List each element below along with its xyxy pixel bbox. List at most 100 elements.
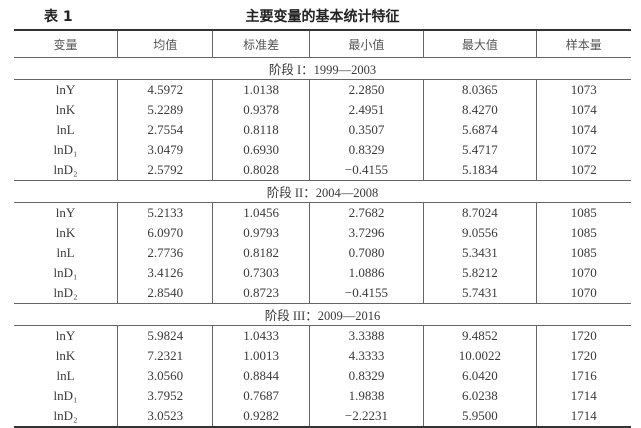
table-row: lnD₁ 3.0479 0.6930 0.8329 5.4717 1072	[14, 140, 631, 160]
value-cell: 1085	[535, 202, 631, 223]
value-cell: 2.4951	[308, 100, 424, 120]
value-cell: 1720	[535, 325, 631, 346]
value-cell: 1072	[535, 140, 631, 160]
table-label: 表 1	[44, 9, 73, 25]
value-cell: 5.4717	[423, 140, 537, 160]
table-row: lnK 7.2321 1.0013 4.3333 10.0022 1720	[14, 346, 631, 366]
value-cell: 3.0560	[116, 366, 213, 386]
value-cell: 5.2289	[116, 100, 213, 120]
value-cell: 0.8182	[212, 243, 310, 263]
statistics-table: 变量 均值 标准差 最小值 最大值 样本量 阶段 I：1999—2003 lnY 4…	[14, 29, 631, 428]
value-cell: 1716	[535, 366, 631, 386]
table-title: 主要变量的基本统计特征	[245, 9, 400, 25]
value-cell: 6.0238	[423, 386, 537, 406]
value-cell: 9.0556	[423, 223, 537, 243]
value-cell: 1714	[535, 406, 631, 427]
value-cell: 3.0479	[116, 140, 213, 160]
variable-cell: lnL	[56, 122, 75, 137]
table-row: lnY 5.9824 1.0433 3.3388 9.4852 1720	[14, 325, 631, 346]
value-cell: 3.4126	[116, 263, 213, 283]
value-cell: −0.4155	[308, 283, 424, 304]
value-cell: 2.7554	[116, 120, 213, 140]
phase-group: 阶段 II：2004—2008 lnY 5.2133 1.0456 2.7682 8.70…	[14, 180, 631, 304]
variable-cell: lnL	[56, 245, 75, 260]
value-cell: 1.9838	[308, 386, 424, 406]
table-row: lnK 5.2289 0.9378 2.4951 8.4270 1074	[14, 100, 631, 120]
value-cell: 4.3333	[308, 346, 424, 366]
value-cell: 9.4852	[423, 325, 537, 346]
value-cell: 6.0420	[423, 366, 537, 386]
value-cell: 0.8118	[212, 120, 310, 140]
variable-cell: lnY	[55, 82, 76, 97]
value-cell: 1074	[535, 100, 631, 120]
value-cell: 0.8329	[308, 366, 424, 386]
phase-row: 阶段 II：2004—2008	[14, 180, 631, 203]
phase-row: 阶段 III：2009—2016	[14, 303, 631, 326]
value-cell: 0.9378	[212, 100, 310, 120]
header-cell: 标准差	[212, 30, 310, 58]
variable-cell: lnD₁	[53, 265, 78, 280]
phase-group: 阶段 III：2009—2016 lnY 5.9824 1.0433 3.3388 9.4…	[14, 303, 631, 427]
value-cell: 1720	[535, 346, 631, 366]
table-row: lnK 6.0970 0.9793 3.7296 9.0556 1085	[14, 223, 631, 243]
value-cell: 3.0523	[116, 406, 213, 427]
value-cell: 2.2850	[308, 79, 424, 100]
value-cell: 1085	[535, 243, 631, 263]
table-row: lnY 5.2133 1.0456 2.7682 8.7024 1085	[14, 202, 631, 223]
value-cell: 0.8329	[308, 140, 424, 160]
variable-cell: lnY	[55, 205, 76, 220]
value-cell: 5.2133	[116, 202, 213, 223]
value-cell: 1.0013	[212, 346, 310, 366]
value-cell: 1.0138	[212, 79, 310, 100]
header-cell: 变量	[14, 30, 118, 58]
variable-cell: lnK	[55, 102, 76, 117]
value-cell: 10.0022	[423, 346, 537, 366]
value-cell: 3.3388	[308, 325, 424, 346]
value-cell: 7.2321	[116, 346, 213, 366]
value-cell: 0.6930	[212, 140, 310, 160]
value-cell: 6.0970	[116, 223, 213, 243]
table-row: lnL 3.0560 0.8844 0.8329 6.0420 1716	[14, 366, 631, 386]
table-row: lnD₂ 3.0523 0.9282 −2.2231 5.9500 1714	[14, 406, 631, 427]
header-cell: 最大值	[423, 30, 537, 58]
value-cell: 0.8723	[212, 283, 310, 304]
value-cell: 5.3431	[423, 243, 537, 263]
variable-cell: lnL	[56, 368, 75, 383]
header-row: 变量 均值 标准差 最小值 最大值 样本量	[14, 30, 631, 58]
variable-cell: lnD₁	[53, 142, 78, 157]
table-row: lnL 2.7554 0.8118 0.3507 5.6874 1074	[14, 120, 631, 140]
variable-cell: lnY	[55, 328, 76, 343]
value-cell: 1714	[535, 386, 631, 406]
value-cell: 5.1834	[423, 160, 537, 181]
value-cell: 8.0365	[423, 79, 537, 100]
value-cell: 1085	[535, 223, 631, 243]
header-cell: 均值	[116, 30, 213, 58]
header-cell: 最小值	[308, 30, 424, 58]
value-cell: 2.8540	[116, 283, 213, 304]
value-cell: 5.9824	[116, 325, 213, 346]
table-row: lnY 4.5972 1.0138 2.2850 8.0365 1073	[14, 79, 631, 100]
value-cell: 1.0456	[212, 202, 310, 223]
value-cell: 8.4270	[423, 100, 537, 120]
table-caption: 表 1 主要变量的基本统计特征	[14, 4, 631, 26]
table-row: lnD₁ 3.4126 0.7303 1.0886 5.8212 1070	[14, 263, 631, 283]
value-cell: 3.7296	[308, 223, 424, 243]
value-cell: 1070	[535, 283, 631, 304]
value-cell: −2.2231	[308, 406, 424, 427]
value-cell: 0.8844	[212, 366, 310, 386]
phase-label: 阶段 I：1999—2003	[14, 57, 631, 80]
phase-label: 阶段 II：2004—2008	[14, 180, 631, 203]
variable-cell: lnK	[55, 225, 76, 240]
variable-cell: lnD₂	[53, 408, 78, 423]
table-row: lnD₁ 3.7952 0.7687 1.9838 6.0238 1714	[14, 386, 631, 406]
value-cell: 8.7024	[423, 202, 537, 223]
value-cell: 5.8212	[423, 263, 537, 283]
value-cell: 3.7952	[116, 386, 213, 406]
value-cell: 1.0886	[308, 263, 424, 283]
value-cell: −0.4155	[308, 160, 424, 181]
value-cell: 0.9793	[212, 223, 310, 243]
value-cell: 0.8028	[212, 160, 310, 181]
value-cell: 0.9282	[212, 406, 310, 427]
value-cell: 1072	[535, 160, 631, 181]
